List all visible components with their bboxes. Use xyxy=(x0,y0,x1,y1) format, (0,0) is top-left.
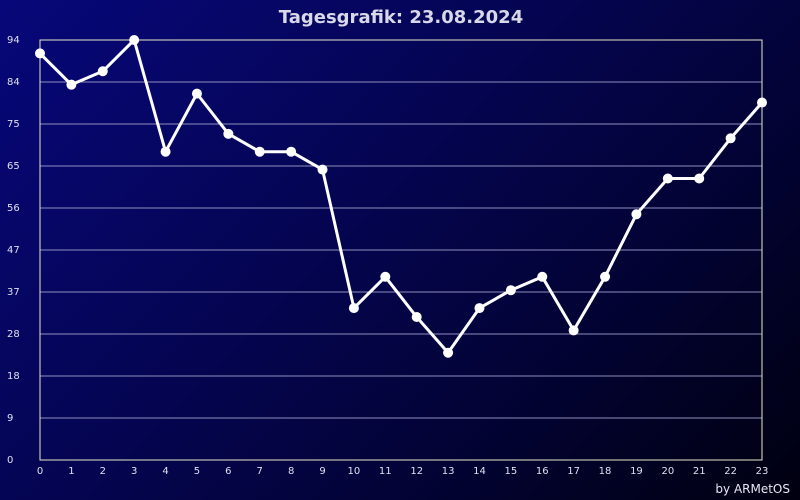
plot-area-border xyxy=(39,39,763,461)
x-tick-label: 4 xyxy=(162,466,168,477)
x-tick-label: 0 xyxy=(37,466,43,477)
y-tick-label: 18 xyxy=(7,371,20,382)
credit-label: by ARMetOS xyxy=(715,482,790,496)
grid-lines xyxy=(40,81,762,419)
data-point xyxy=(568,325,579,336)
y-tick-label: 37 xyxy=(7,287,20,298)
data-point xyxy=(129,35,140,45)
y-tick-label: 9 xyxy=(7,413,13,424)
data-point xyxy=(254,146,265,157)
x-tick-label: 21 xyxy=(693,466,706,477)
x-tick-label: 19 xyxy=(630,466,643,477)
x-tick-label: 3 xyxy=(131,466,137,477)
x-tick-label: 10 xyxy=(348,466,361,477)
series xyxy=(35,35,767,358)
x-axis-ticks: 0 1 2 3 4 5 6 7 8 9 10 11 12 13 14 15 16 17 18 19 20 21 22 23 xyxy=(37,466,769,477)
x-tick-label: 20 xyxy=(661,466,674,477)
data-point xyxy=(505,285,516,296)
x-tick-label: 9 xyxy=(319,466,325,477)
x-tick-label: 15 xyxy=(505,466,518,477)
data-point xyxy=(66,79,77,90)
y-tick-label: 56 xyxy=(7,203,20,214)
data-point xyxy=(97,66,108,77)
data-point xyxy=(537,271,548,282)
x-tick-label: 13 xyxy=(442,466,455,477)
y-tick-label: 28 xyxy=(7,329,20,340)
x-tick-label: 22 xyxy=(724,466,737,477)
data-point xyxy=(757,97,767,108)
x-tick-label: 8 xyxy=(288,466,294,477)
data-point xyxy=(600,271,611,282)
data-point xyxy=(694,173,705,184)
data-point xyxy=(662,173,673,184)
series-line xyxy=(38,38,764,355)
y-tick-label: 47 xyxy=(7,245,20,256)
x-tick-label: 1 xyxy=(68,466,74,477)
chart-title: Tagesgrafik: 23.08.2024 xyxy=(279,7,523,28)
data-point xyxy=(348,303,359,314)
data-point xyxy=(631,209,642,220)
y-tick-label: 0 xyxy=(7,455,13,466)
data-point xyxy=(35,48,45,59)
data-point xyxy=(317,164,328,175)
data-point xyxy=(725,133,736,144)
x-tick-label: 16 xyxy=(536,466,549,477)
x-tick-label: 5 xyxy=(194,466,200,477)
data-point xyxy=(286,146,297,157)
data-point xyxy=(223,128,234,139)
data-point xyxy=(380,271,391,282)
data-point xyxy=(160,146,171,157)
data-point xyxy=(474,303,485,314)
y-tick-label: 94 xyxy=(7,35,20,46)
x-tick-label: 12 xyxy=(410,466,423,477)
y-tick-label: 75 xyxy=(7,119,20,130)
x-tick-label: 11 xyxy=(379,466,392,477)
x-tick-label: 18 xyxy=(599,466,612,477)
x-tick-label: 6 xyxy=(225,466,231,477)
y-axis-ticks: 0 9 18 28 37 47 56 65 75 84 94 xyxy=(7,35,20,466)
x-tick-label: 2 xyxy=(100,466,106,477)
x-tick-label: 14 xyxy=(473,466,486,477)
y-tick-label: 65 xyxy=(7,161,20,172)
y-tick-label: 84 xyxy=(7,77,20,88)
data-point xyxy=(191,88,202,99)
x-tick-label: 17 xyxy=(567,466,580,477)
data-point xyxy=(411,312,422,323)
x-tick-label: 23 xyxy=(756,466,769,477)
data-point xyxy=(443,347,454,358)
x-tick-label: 7 xyxy=(257,466,263,477)
